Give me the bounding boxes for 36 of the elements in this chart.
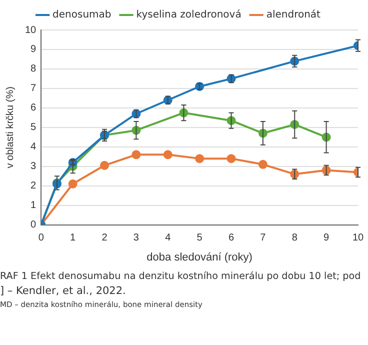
x-tick-label: 7 bbox=[260, 232, 266, 244]
x-tick-label: 1 bbox=[70, 232, 76, 244]
x-tick-label: 0 bbox=[38, 232, 44, 244]
point bbox=[226, 154, 236, 164]
point bbox=[258, 160, 268, 169]
point bbox=[132, 150, 141, 160]
y-tick-label: 9 bbox=[30, 44, 37, 56]
point bbox=[195, 154, 204, 164]
point bbox=[68, 179, 78, 188]
x-tick-label: 4 bbox=[165, 232, 172, 244]
y-tick-label: 3 bbox=[30, 161, 37, 172]
y-tick-label: 0 bbox=[30, 220, 37, 231]
x-tick-label: 6 bbox=[228, 232, 234, 244]
y-tick-label: 6 bbox=[30, 102, 37, 114]
x-tick-label: 9 bbox=[324, 232, 330, 244]
y-tick-label: 8 bbox=[30, 64, 37, 75]
legend-label: denosumab bbox=[52, 10, 112, 21]
x-tick-label: 5 bbox=[196, 232, 203, 244]
y-axis-title: v oblasti krčku (%) bbox=[4, 86, 16, 168]
legend-label: kyselina zoledronová bbox=[136, 10, 242, 21]
x-tick-label: 8 bbox=[292, 232, 298, 244]
x-tick-label: 10 bbox=[352, 232, 364, 244]
y-tick-label: 7 bbox=[30, 83, 37, 94]
x-axis-title: doba sledování (roky) bbox=[146, 251, 252, 264]
point bbox=[163, 150, 172, 160]
text: RAF 1 Efekt denosumabu na denzitu kostního minerálu po dobu 10 let; pod bbox=[0, 270, 362, 284]
y-tick-label: 2 bbox=[30, 180, 37, 192]
x-tick-label: 2 bbox=[102, 232, 108, 244]
y-tick-label: 4 bbox=[30, 142, 37, 153]
y-tick-label: 5 bbox=[30, 122, 37, 134]
x-tick-label: 3 bbox=[133, 232, 140, 244]
legend-label: alendronát bbox=[266, 10, 321, 21]
point bbox=[100, 160, 109, 170]
y-tick-label: 1 bbox=[30, 200, 37, 212]
text: ] – Kendler, et al., 2022. bbox=[0, 284, 127, 298]
y-tick-label: 10 bbox=[25, 24, 37, 36]
